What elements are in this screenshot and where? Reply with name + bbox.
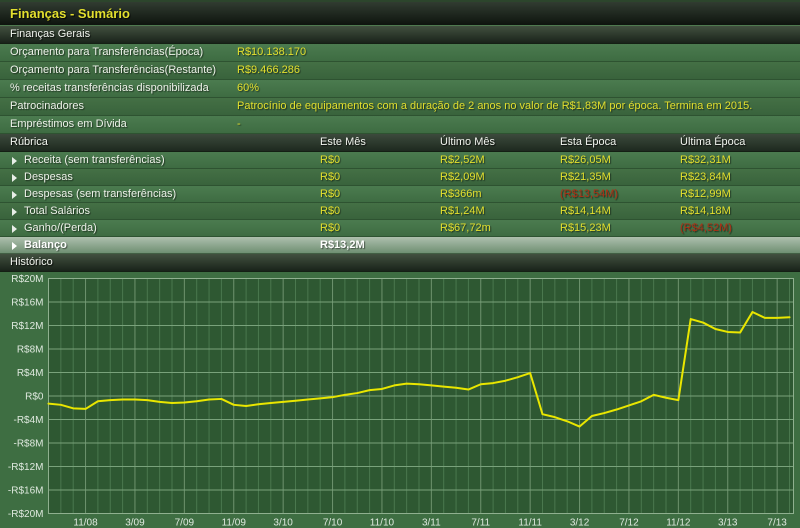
info-label: Orçamento para Transferências(Restante) <box>10 64 217 76</box>
general-finances-list: Orçamento para Transferências(Época) R$1… <box>0 44 800 134</box>
cell-esta-epoca <box>560 237 680 253</box>
row-label: Total Salários <box>24 205 91 217</box>
cell-ultimo-mes: R$2,52M <box>440 154 485 166</box>
expand-arrow-icon[interactable] <box>12 156 17 165</box>
svg-text:-R$20M: -R$20M <box>8 509 44 520</box>
list-item-sponsors: Patrocinadores Patrocínio de equipamento… <box>0 98 800 116</box>
cell-este-mes: R$0 <box>320 171 341 183</box>
table-row-despesas[interactable]: Despesas R$0 R$2,09M R$21,35M R$23,84M <box>0 169 800 186</box>
cell-esta-epoca: (R$13,54M) <box>560 188 619 200</box>
svg-text:-R$4M: -R$4M <box>13 415 43 426</box>
cell-este-mes: R$0 <box>320 188 341 200</box>
info-value: - <box>237 118 241 130</box>
svg-text:11/09: 11/09 <box>222 518 247 528</box>
svg-text:11/11: 11/11 <box>518 518 542 528</box>
svg-text:R$4M: R$4M <box>17 368 44 379</box>
svg-text:7/09: 7/09 <box>175 518 195 528</box>
expand-arrow-icon[interactable] <box>12 241 17 250</box>
cell-ultima-epoca: R$14,18M <box>680 205 731 217</box>
list-item-outstanding-loans: Empréstimos em Dívida - <box>0 116 800 134</box>
expand-arrow-icon[interactable] <box>12 190 17 199</box>
cell-ultimo-mes: R$1,24M <box>440 205 485 217</box>
cell-ultima-epoca <box>680 237 800 253</box>
column-header-ultima-epoca: Última Época <box>680 136 746 148</box>
cell-esta-epoca: R$15,23M <box>560 222 611 234</box>
column-header-esta-epoca: Esta Época <box>560 136 617 148</box>
svg-text:7/13: 7/13 <box>767 518 787 528</box>
table-row-ganho-perda[interactable]: Ganho/(Perda) R$0 R$67,72m R$15,23M (R$4… <box>0 220 800 237</box>
cell-esta-epoca: R$21,35M <box>560 171 611 183</box>
column-header-este-mes: Este Mês <box>320 136 366 148</box>
svg-text:7/12: 7/12 <box>619 518 639 528</box>
row-label: Despesas (sem transferências) <box>24 188 177 200</box>
svg-text:7/11: 7/11 <box>471 518 490 528</box>
history-chart: R$20M R$16M R$12M R$8M R$4M R$0 -R$4M -R$8M -R$1… <box>0 272 800 528</box>
table-row-total-salarios[interactable]: Total Salários R$0 R$1,24M R$14,14M R$14… <box>0 203 800 220</box>
cell-este-mes: R$0 <box>320 205 341 217</box>
expand-arrow-icon[interactable] <box>12 207 17 216</box>
cell-ultima-epoca: R$23,84M <box>680 171 731 183</box>
row-label: Balanço <box>24 239 67 251</box>
svg-text:3/12: 3/12 <box>570 518 590 528</box>
column-header-rubrica: Rúbrica <box>10 136 48 148</box>
section-header-financas-gerais: Finanças Gerais <box>0 26 800 44</box>
svg-text:-R$12M: -R$12M <box>8 462 44 473</box>
finance-table: Receita (sem transferências) R$0 R$2,52M… <box>0 152 800 254</box>
balance-line-chart: R$20M R$16M R$12M R$8M R$4M R$0 -R$4M -R$8M -R$1… <box>8 274 794 528</box>
svg-text:-R$8M: -R$8M <box>13 439 43 450</box>
cell-este-mes: R$0 <box>320 154 341 166</box>
svg-text:-R$16M: -R$16M <box>8 486 44 497</box>
info-value: R$10.138.170 <box>237 46 307 58</box>
table-row-despesas-sem-transferencias[interactable]: Despesas (sem transferências) R$0 R$366m… <box>0 186 800 203</box>
row-label: Ganho/(Perda) <box>24 222 97 234</box>
svg-text:3/13: 3/13 <box>718 518 738 528</box>
cell-este-mes: R$13,2M <box>320 239 365 251</box>
svg-text:3/11: 3/11 <box>422 518 441 528</box>
svg-text:3/10: 3/10 <box>273 518 293 528</box>
cell-ultimo-mes <box>440 237 560 253</box>
info-value: 60% <box>237 82 260 94</box>
svg-text:R$20M: R$20M <box>11 274 43 285</box>
cell-ultima-epoca: R$32,31M <box>680 154 731 166</box>
row-label: Despesas <box>24 171 73 183</box>
list-item-transfer-revenue-pct: % receitas transferências disponibilizad… <box>0 80 800 98</box>
info-label: Orçamento para Transferências(Época) <box>10 46 204 58</box>
table-header: Rúbrica Este Mês Último Mês Esta Época Ú… <box>0 134 800 152</box>
cell-ultima-epoca: (R$4,52M) <box>680 222 732 234</box>
cell-ultimo-mes: R$67,72m <box>440 222 491 234</box>
row-label: Receita (sem transferências) <box>24 154 165 166</box>
cell-esta-epoca: R$26,05M <box>560 154 611 166</box>
cell-ultima-epoca: R$12,99M <box>680 188 731 200</box>
column-header-ultimo-mes: Último Mês <box>440 136 496 148</box>
info-label: Patrocinadores <box>10 100 84 112</box>
svg-text:11/10: 11/10 <box>370 518 395 528</box>
table-row-balanco[interactable]: Balanço R$13,2M <box>0 237 800 254</box>
svg-text:R$0: R$0 <box>25 392 44 403</box>
svg-text:R$8M: R$8M <box>17 345 44 356</box>
expand-arrow-icon[interactable] <box>12 173 17 182</box>
list-item-transfer-budget-remaining: Orçamento para Transferências(Restante) … <box>0 62 800 80</box>
cell-esta-epoca: R$14,14M <box>560 205 611 217</box>
expand-arrow-icon[interactable] <box>12 224 17 233</box>
info-label: Empréstimos em Dívida <box>10 118 127 130</box>
info-value: R$9.466.286 <box>237 64 300 76</box>
svg-text:R$16M: R$16M <box>11 298 43 309</box>
cell-ultimo-mes: R$366m <box>440 188 482 200</box>
page-title: Finanças - Sumário <box>0 0 800 26</box>
section-header-historico: Histórico <box>0 254 800 272</box>
info-label: % receitas transferências disponibilizad… <box>10 82 209 94</box>
table-row-receita[interactable]: Receita (sem transferências) R$0 R$2,52M… <box>0 152 800 169</box>
list-item-transfer-budget-season: Orçamento para Transferências(Época) R$1… <box>0 44 800 62</box>
svg-text:11/12: 11/12 <box>666 518 691 528</box>
cell-este-mes: R$0 <box>320 222 341 234</box>
svg-text:3/09: 3/09 <box>125 518 145 528</box>
cell-ultimo-mes: R$2,09M <box>440 171 485 183</box>
info-value: Patrocínio de equipamentos com a duração… <box>237 100 753 112</box>
svg-text:7/10: 7/10 <box>323 518 343 528</box>
svg-text:R$12M: R$12M <box>11 321 43 332</box>
svg-text:11/08: 11/08 <box>73 518 98 528</box>
